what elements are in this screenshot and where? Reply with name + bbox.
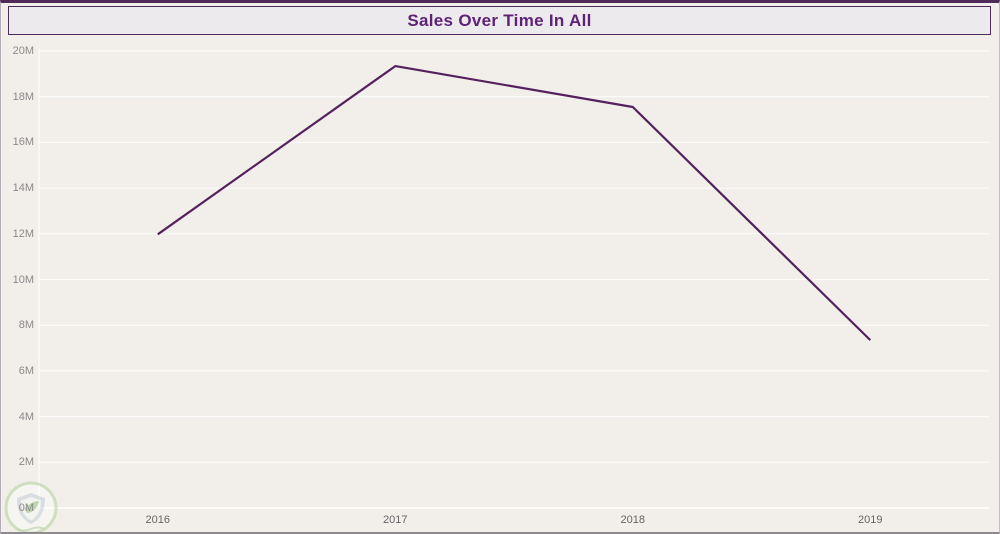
shield-leaf-logo-icon <box>3 479 61 532</box>
y-tick-label: 12M <box>12 227 34 240</box>
x-tick-label: 2018 <box>620 514 645 526</box>
x-tick-label: 2019 <box>858 514 883 526</box>
y-tick-label: 2M <box>18 456 34 469</box>
sales-line-mark[interactable] <box>157 64 872 341</box>
line-chart-area: 0M 2M 4M 6M 8M 10M 12M 14M 16M 18M 20M 2016 2017 201… <box>1 3 999 532</box>
y-tick-label: 6M <box>18 364 34 377</box>
sales-line-chart <box>38 49 989 509</box>
y-tick-label: 4M <box>18 410 34 423</box>
chart-title-bar: Sales Over Time In All <box>8 6 991 35</box>
x-tick-label: 2017 <box>383 514 408 526</box>
chart-title: Sales Over Time In All <box>407 10 592 30</box>
y-tick-label: 8M <box>18 319 34 332</box>
y-tick-label: 10M <box>12 273 34 286</box>
y-tick-label: 18M <box>12 90 34 103</box>
y-tick-label: 14M <box>12 182 34 195</box>
x-tick-label: 2016 <box>145 514 170 526</box>
y-tick-label: 16M <box>12 136 34 149</box>
y-tick-label: 0M <box>18 502 34 514</box>
y-tick-label: 20M <box>12 45 34 57</box>
